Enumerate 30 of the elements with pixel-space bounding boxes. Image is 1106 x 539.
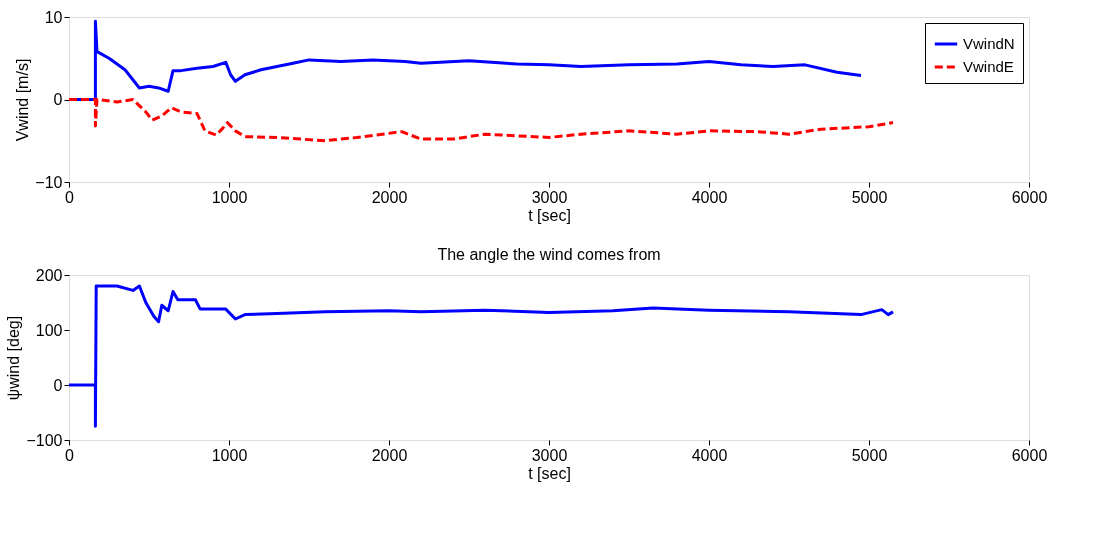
x-tick-label: 1000 [211, 188, 248, 206]
x-tick-label: 4000 [691, 188, 728, 206]
y-tick-label: 0 [53, 91, 63, 108]
legend-label: VwindN [963, 35, 1015, 52]
x-axis-title: t [sec] [528, 464, 571, 482]
line-series [67, 98, 895, 143]
y-axis-title: ψwind [deg] [5, 315, 23, 401]
chart-title: The angle the wind comes from [437, 246, 661, 263]
x-tick-label: 6000 [1011, 446, 1048, 464]
x-tick-label: 4000 [691, 446, 728, 464]
y-axis-title: Vwind [m/s] [14, 58, 32, 142]
legend-label: VwindE [963, 58, 1014, 75]
x-axis-title: t [sec] [528, 206, 571, 224]
x-tick-label: 1000 [211, 446, 248, 464]
x-tick-label: 5000 [851, 188, 888, 206]
y-tick-label: −10 [35, 173, 63, 191]
x-tick-label: 6000 [1011, 188, 1048, 206]
line-series [67, 284, 895, 428]
x-tick-label: 2000 [371, 446, 408, 464]
x-tick-label: 3000 [531, 188, 568, 206]
x-tick-label: 5000 [851, 446, 888, 464]
y-tick-label: 200 [35, 266, 63, 284]
y-tick-label: 100 [35, 321, 63, 339]
x-tick-label: 3000 [531, 446, 568, 464]
x-tick-label: 0 [65, 446, 75, 464]
x-tick-label: 0 [65, 188, 75, 206]
y-tick-label: −100 [26, 431, 63, 449]
x-tick-label: 2000 [371, 188, 408, 206]
y-tick-label: 10 [44, 8, 63, 26]
y-tick-label: 0 [53, 376, 63, 394]
